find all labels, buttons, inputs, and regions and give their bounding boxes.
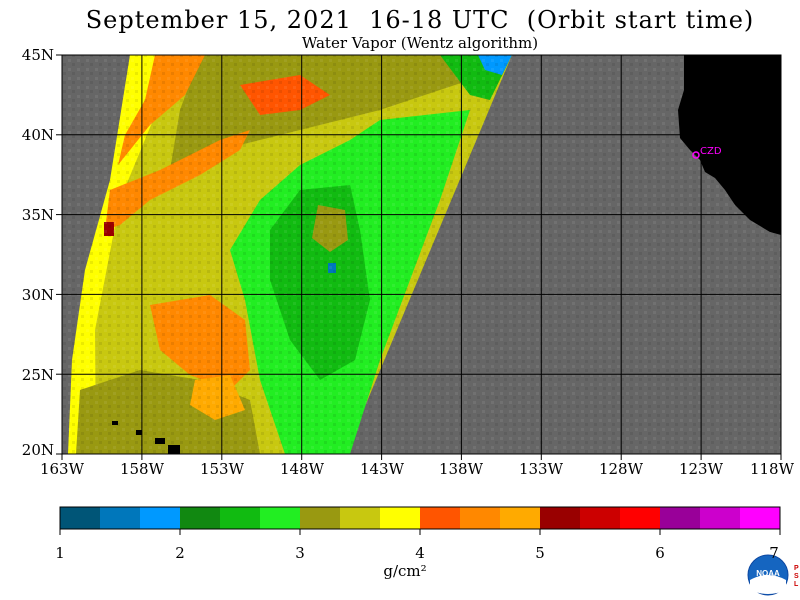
lon-label-118w: 118W: [749, 460, 795, 478]
station-marker: [692, 151, 700, 159]
lon-label-128w: 128W: [598, 460, 644, 478]
lon-grid: [141, 55, 702, 454]
colorbar-cell: [180, 507, 221, 529]
colorbar-units: g/cm²: [383, 562, 427, 580]
psl-letter: P: [794, 565, 799, 572]
psl-letter: S: [794, 573, 799, 580]
colorbar-ticks: [59, 529, 781, 535]
lat-ticks: [56, 54, 62, 455]
colorbar-cell: [260, 507, 301, 529]
colorbar: [60, 507, 781, 529]
lon-label-123w: 123W: [678, 460, 724, 478]
colorbar-cell: [660, 507, 701, 529]
lat-grid: [62, 134, 781, 375]
island-maui: [155, 438, 165, 444]
lat-label-30n: 30N: [21, 286, 54, 304]
lon-label-138w: 138W: [438, 460, 484, 478]
colorbar-tick-1: 1: [55, 544, 65, 562]
lat-label-25n: 25N: [21, 366, 54, 384]
colorbar-cell: [100, 507, 141, 529]
island-hawaii: [168, 445, 180, 454]
colorbar-cell: [140, 507, 181, 529]
map-title: September 15, 2021 16-18 UTC (Orbit star…: [85, 6, 755, 34]
colorbar-tick-6: 6: [655, 544, 665, 562]
noaa-logo-text: NOAA: [756, 569, 780, 578]
colorbar-cell: [60, 507, 101, 529]
map-subtitle: Water Vapor (Wentz algorithm): [301, 34, 539, 52]
colorbar-cell: [620, 507, 661, 529]
lon-label-163w: 163W: [39, 460, 85, 478]
colorbar-cell: [380, 507, 421, 529]
lat-label-45n: 45N: [21, 46, 54, 64]
colorbar-cell: [420, 507, 461, 529]
speckle-texture: [62, 55, 781, 454]
lon-label-143w: 143W: [359, 460, 405, 478]
colorbar-cell: [340, 507, 381, 529]
colorbar-tick-4: 4: [415, 544, 425, 562]
colorbar-cell: [460, 507, 501, 529]
island-kauai: [112, 421, 118, 425]
colorbar-tick-7: 7: [769, 544, 779, 562]
lon-label-158w: 158W: [119, 460, 165, 478]
land-california: [678, 55, 781, 235]
colorbar-cell: [220, 507, 261, 529]
colorbar-tick-3: 3: [295, 544, 305, 562]
colorbar-cell: [300, 507, 341, 529]
colorbar-cell: [740, 507, 781, 529]
lon-ticks: [61, 454, 782, 460]
colorbar-cell: [700, 507, 741, 529]
island-oahu: [136, 430, 142, 435]
noaa-logo: NOAA: [747, 554, 789, 596]
colorbar-tick-5: 5: [535, 544, 545, 562]
lon-label-148w: 148W: [279, 460, 325, 478]
map-frame: [61, 54, 782, 455]
station-label-czd: CZD: [700, 146, 722, 157]
colorbar-tick-2: 2: [175, 544, 185, 562]
psl-letter: L: [794, 581, 799, 588]
colorbar-cell: [580, 507, 621, 529]
lon-label-133w: 133W: [518, 460, 564, 478]
lat-label-40n: 40N: [21, 126, 54, 144]
lat-label-35n: 35N: [21, 206, 54, 224]
lon-label-153w: 153W: [199, 460, 245, 478]
colorbar-cell: [500, 507, 541, 529]
lat-label-20n: 20N: [21, 441, 54, 459]
colorbar-cell: [540, 507, 581, 529]
